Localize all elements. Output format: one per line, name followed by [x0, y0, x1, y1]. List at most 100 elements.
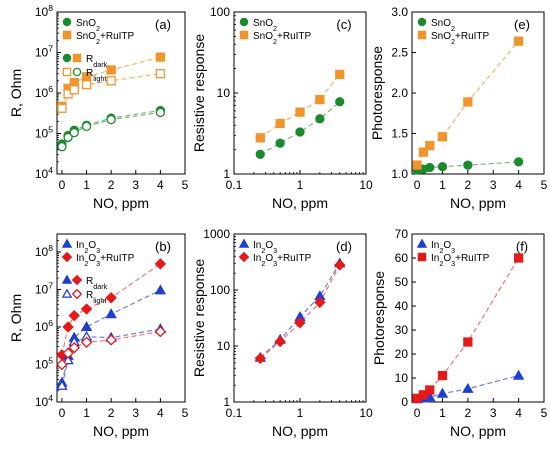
- y-tick-label: 0: [401, 395, 408, 409]
- legend-entry: SnO2: [253, 18, 277, 33]
- y-tick-label: 107: [35, 44, 53, 60]
- legend-entry: SnO2: [76, 18, 100, 33]
- y-tick-label: 70: [395, 227, 409, 241]
- x-tick-label: 0: [59, 406, 66, 420]
- x-tick-label: 5: [182, 406, 189, 420]
- y-tick-label: 104: [35, 165, 53, 181]
- panel-b: 0 1 2 3 4 5 104 105 106 107 108 NO, ppm R, Ohm (b) In2…: [8, 233, 189, 439]
- data-point: [63, 132, 73, 143]
- legend-marker: [239, 30, 249, 40]
- legend-entry: Rdark: [86, 276, 108, 291]
- legend-entry: In2O3+RuITP: [76, 253, 135, 268]
- legend-entry: SnO2+RuITP: [431, 31, 490, 46]
- data-point: [106, 76, 116, 86]
- legend-marker: [417, 252, 427, 262]
- x-tick-label: 1: [297, 178, 304, 192]
- data-point: [69, 85, 79, 95]
- legend-entry: Rlight: [86, 290, 106, 305]
- x-tick-label: 2: [465, 406, 472, 420]
- data-point: [418, 147, 429, 157]
- panel-label: (e): [514, 17, 530, 32]
- panel-a: 0 1 2 3 4 5 104 105 106 107 108 NO, ppm R, Ohm (a) SnO…: [8, 3, 189, 211]
- fit-line: [259, 73, 341, 139]
- plot-frame: [56, 233, 186, 403]
- legend-marker: [416, 238, 428, 248]
- y-axis-label: Resistive response: [191, 34, 207, 152]
- y-tick-label: 10: [217, 86, 231, 100]
- data-point: [57, 142, 67, 152]
- legend-entry: In2O3+RuITP: [253, 253, 312, 268]
- data-point: [463, 337, 473, 347]
- legend-entry: SnO2+RuITP: [253, 31, 312, 46]
- data-point: [80, 336, 93, 349]
- x-tick-label: 1: [297, 406, 304, 420]
- legend-marker: [61, 288, 73, 298]
- data-point: [154, 284, 167, 295]
- data-point: [62, 354, 74, 365]
- data-point: [314, 296, 326, 309]
- fit-line: [61, 289, 161, 383]
- data-point: [80, 303, 93, 315]
- legend-entry: In2O3+RuITP: [431, 253, 490, 268]
- x-tick-label: 4: [515, 178, 522, 192]
- data-point: [154, 325, 167, 338]
- x-tick-label: 10: [359, 178, 373, 192]
- y-tick-label: 100: [210, 5, 230, 19]
- fit-line: [61, 263, 161, 356]
- y-tick-label: 108: [35, 243, 53, 259]
- data-point: [105, 308, 117, 319]
- data-point: [412, 160, 422, 170]
- data-point: [425, 385, 435, 395]
- panel-label: (c): [336, 17, 351, 32]
- x-tick-label: 0.1: [226, 178, 243, 192]
- legend-marker: [72, 67, 82, 77]
- y-tick-label: 20: [395, 347, 409, 361]
- data-point: [334, 259, 346, 271]
- y-tick-label: 107: [35, 280, 53, 296]
- data-point: [437, 370, 448, 381]
- x-tick-label: 1: [83, 178, 90, 192]
- data-point: [335, 97, 345, 107]
- legend-marker: [62, 30, 72, 40]
- y-axis-label: Photoresponse: [371, 271, 387, 365]
- x-tick-label: 5: [541, 178, 548, 192]
- legend-entry: Rlight: [86, 68, 106, 83]
- data-point: [335, 69, 345, 79]
- legend-marker: [61, 238, 73, 248]
- data-point: [81, 80, 92, 90]
- x-tick-label: 10: [359, 406, 373, 420]
- legend-marker: [71, 274, 83, 286]
- data-point: [106, 65, 116, 75]
- fit-line: [61, 56, 161, 107]
- fit-line: [61, 328, 161, 386]
- fit-line: [416, 257, 520, 399]
- x-axis-label: NO, ppm: [272, 195, 328, 211]
- legend-marker: [72, 53, 82, 63]
- plot-frame: [411, 233, 545, 403]
- data-point: [418, 390, 429, 400]
- panel-label: (f): [516, 239, 528, 254]
- data-point: [274, 335, 286, 348]
- data-point: [436, 387, 449, 398]
- data-point: [315, 94, 325, 105]
- data-point: [155, 52, 166, 62]
- y-axis-label: R, Ohm: [8, 69, 24, 117]
- data-point: [294, 317, 306, 329]
- data-point: [295, 107, 305, 117]
- x-tick-label: 0.1: [226, 406, 243, 420]
- data-point: [56, 379, 68, 390]
- data-point: [513, 157, 524, 167]
- x-tick-label: 0: [414, 406, 421, 420]
- data-point: [255, 149, 265, 159]
- legend-marker: [62, 17, 72, 27]
- panel-label: (a): [155, 17, 171, 32]
- x-tick-label: 1: [83, 406, 90, 420]
- y-tick-label: 105: [35, 355, 53, 371]
- data-point: [513, 253, 524, 263]
- y-axis-label: Photoresponse: [369, 46, 385, 140]
- data-point: [80, 321, 93, 332]
